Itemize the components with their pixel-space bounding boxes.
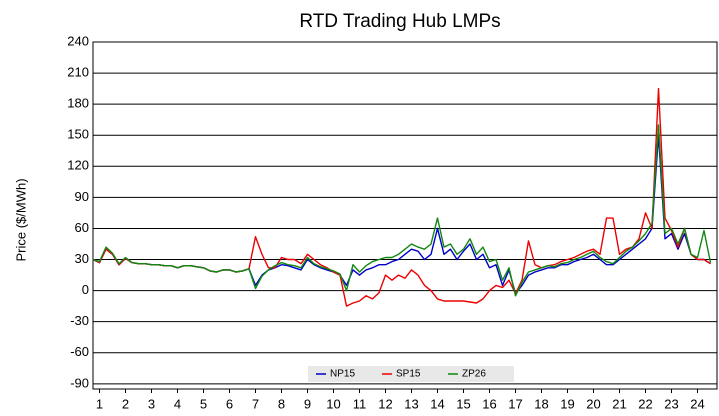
y-tick-label: -30	[70, 313, 89, 328]
plot-frame	[92, 41, 718, 390]
y-tick-label: 60	[75, 220, 89, 235]
x-tick-label: 18	[534, 396, 548, 411]
x-tick-label: 6	[226, 396, 233, 411]
y-tick-label: 150	[67, 127, 89, 142]
x-tick-label: 21	[612, 396, 626, 411]
x-tick-label: 12	[378, 396, 392, 411]
legend: NP15 SP15 ZP26	[308, 366, 514, 382]
y-tick-label: 0	[82, 282, 89, 297]
x-tick-label: 5	[200, 396, 207, 411]
y-tick-label: -90	[70, 375, 89, 390]
x-tick-label: 1	[96, 396, 103, 411]
x-tick-label: 22	[638, 396, 652, 411]
x-tick-label: 16	[482, 396, 496, 411]
x-tick-label: 15	[456, 396, 470, 411]
chart-title: RTD Trading Hub LMPs	[299, 11, 500, 32]
x-tick-label: 2	[122, 396, 129, 411]
legend-label: ZP26	[462, 369, 486, 380]
x-tick-label: 19	[560, 396, 574, 411]
x-tick-label: 8	[278, 396, 285, 411]
x-tick-label: 20	[586, 396, 600, 411]
x-tick-label: 24	[690, 396, 704, 411]
x-tick-label: 17	[508, 396, 522, 411]
y-tick-label: 90	[75, 189, 89, 204]
series-line	[92, 124, 712, 297]
series-line	[92, 134, 711, 295]
y-tick-label: 180	[67, 96, 89, 111]
x-tick-label: 3	[148, 396, 155, 411]
x-tick-label: 10	[326, 396, 340, 411]
x-tick-label: 11	[353, 396, 367, 411]
x-tick-label: 4	[174, 396, 181, 411]
y-tick-label: -60	[70, 344, 89, 359]
y-tick-label: 120	[67, 158, 89, 173]
y-tick-label: 30	[75, 251, 89, 266]
y-tick-label: 240	[67, 33, 89, 48]
legend-label: NP15	[330, 369, 355, 380]
legend-label: SP15	[396, 369, 421, 380]
x-tick-label: 9	[304, 396, 311, 411]
legend-box	[308, 366, 514, 382]
x-tick-label: 14	[430, 396, 444, 411]
x-tick-label: 23	[664, 396, 678, 411]
x-tick-label: 13	[404, 396, 418, 411]
y-axis-label: Price ($/MWh)	[13, 178, 28, 261]
x-tick-label: 7	[252, 396, 259, 411]
y-tick-label: 210	[67, 65, 89, 80]
